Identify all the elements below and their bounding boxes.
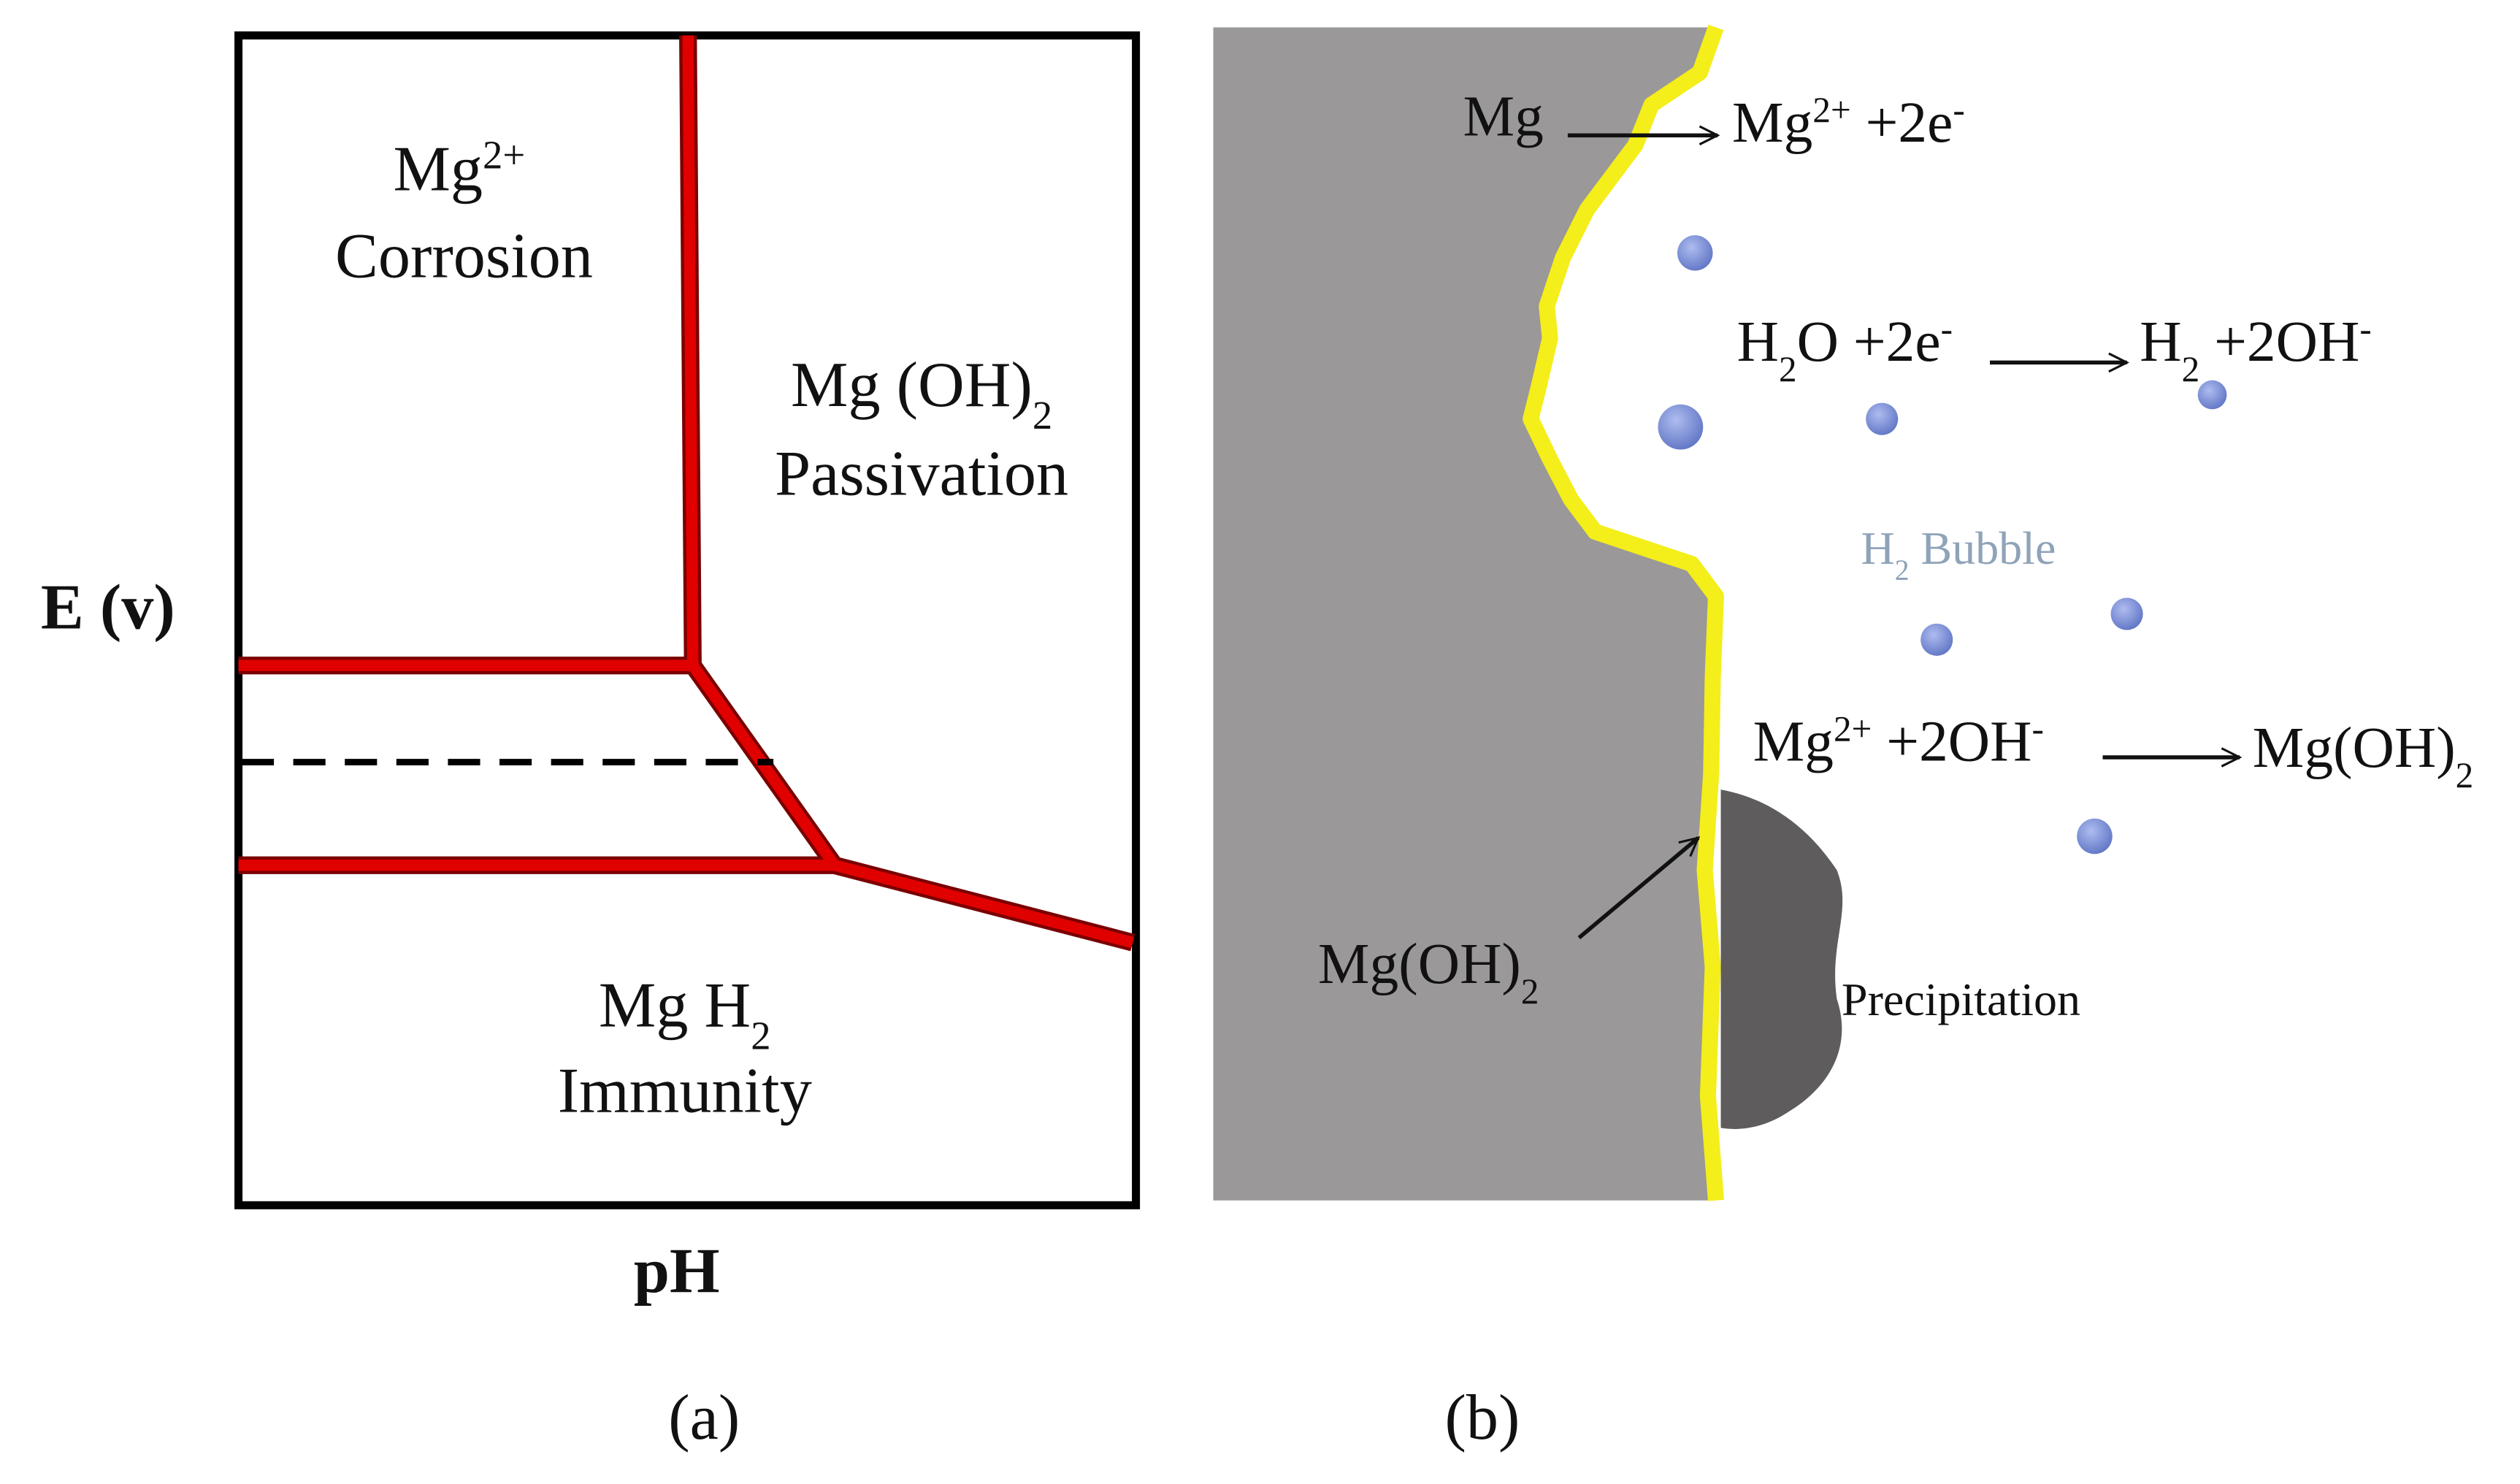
text-run: 2 xyxy=(751,1013,770,1057)
text-run: 2+ xyxy=(1812,90,1850,130)
equation-text: Mg2+ +2e- xyxy=(1732,90,1965,155)
region-label: Passivation xyxy=(775,437,1068,509)
text-run: pH xyxy=(634,1235,720,1307)
bubble xyxy=(1677,235,1713,271)
region-label: Mg2+ xyxy=(393,132,525,204)
text-run: Mg(OH) xyxy=(2253,716,2456,780)
text-run: H xyxy=(1737,310,1779,374)
bubble xyxy=(1920,623,1953,656)
text-run: 2 xyxy=(1779,349,1797,389)
panel-a: Mg2+ Corrosion Mg (OH)2 Passivation E (v… xyxy=(41,31,1141,1453)
arrow xyxy=(1577,838,1698,940)
caption: (a) xyxy=(668,1382,740,1453)
text-run: H xyxy=(1861,522,1895,574)
h2-bubbles xyxy=(1658,235,2227,854)
equation-text: H2 +2OH- xyxy=(2140,309,2371,389)
text-run: +2e xyxy=(1851,91,1953,155)
caption: (b) xyxy=(1445,1382,1520,1453)
text-run: Mg xyxy=(1732,91,1812,155)
text-run: Mg xyxy=(1753,709,1834,773)
text-run: Corrosion xyxy=(335,220,593,291)
text-run: 2+ xyxy=(1834,708,1872,749)
text-run: - xyxy=(1953,90,1964,130)
equation-text: H2O +2e- xyxy=(1737,309,1953,389)
region-label: Mg H2 xyxy=(599,969,771,1057)
text-run: Mg(OH) xyxy=(1318,932,1521,996)
text-run: O +2e xyxy=(1797,310,1941,374)
text-run: - xyxy=(1941,309,1953,349)
arrows xyxy=(1567,135,2240,940)
region-label: Immunity xyxy=(558,1055,812,1126)
bubble xyxy=(2077,818,2113,854)
hydroxide-film xyxy=(1523,24,1724,1201)
text-run: 2 xyxy=(2182,349,2200,389)
phase-boundaries xyxy=(238,35,1135,949)
boundary-outline xyxy=(238,660,844,874)
boundary-outline xyxy=(238,35,702,675)
boundary-line xyxy=(238,662,840,871)
text-run: Passivation xyxy=(775,437,1068,509)
boundary-line xyxy=(238,35,699,671)
text-run: Mg xyxy=(393,133,483,204)
text-run: 2+ xyxy=(483,132,525,177)
precipitate xyxy=(1720,789,1843,1129)
equation-text: Mg2+ +2OH- xyxy=(1753,708,2044,773)
text-run: E (v) xyxy=(41,571,175,643)
region-label: Mg (OH)2 xyxy=(791,349,1052,437)
text-run: +2OH xyxy=(2199,310,2359,374)
text-run: Bubble xyxy=(1910,522,2056,574)
bubble-label: H2 Bubble xyxy=(1861,522,2056,586)
text-run: Immunity xyxy=(558,1055,812,1126)
film-label: Mg(OH)2 xyxy=(1318,932,1539,1011)
equation-text: Mg(OH)2 xyxy=(2253,716,2474,795)
text-run: 2 xyxy=(1521,971,1539,1011)
text-run: - xyxy=(2359,309,2371,349)
bubble xyxy=(1866,402,1899,435)
precipitation-label: Precipitation xyxy=(1842,974,2080,1025)
panel-b: Mg Mg2+ +2e- H2O +2e- H2 +2OH- H2 Bubble… xyxy=(1213,24,2474,1453)
axis-label: E (v) xyxy=(41,571,175,643)
axis-label: pH xyxy=(634,1235,720,1307)
bubble xyxy=(2197,380,2227,410)
text-run: +2OH xyxy=(1872,709,2031,773)
bubble xyxy=(1658,404,1704,450)
text-run: Mg (OH) xyxy=(791,349,1033,421)
text-run: 2 xyxy=(1895,554,1910,586)
diagram-frame xyxy=(234,31,1141,1209)
text-run: H xyxy=(2140,310,2181,374)
text-run: Precipitation xyxy=(1842,974,2080,1025)
text-run: Mg xyxy=(1463,84,1544,148)
region-label: Corrosion xyxy=(335,220,593,291)
equation-text: Mg xyxy=(1463,84,1544,148)
magnesium-substrate xyxy=(1213,27,1716,1201)
boundary-line xyxy=(833,860,1135,949)
text-run: 2 xyxy=(2456,755,2474,795)
text-run: 2 xyxy=(1033,392,1052,437)
text-run: Mg H xyxy=(599,969,751,1041)
bubble xyxy=(2110,597,2143,630)
text-run: - xyxy=(2032,708,2044,749)
